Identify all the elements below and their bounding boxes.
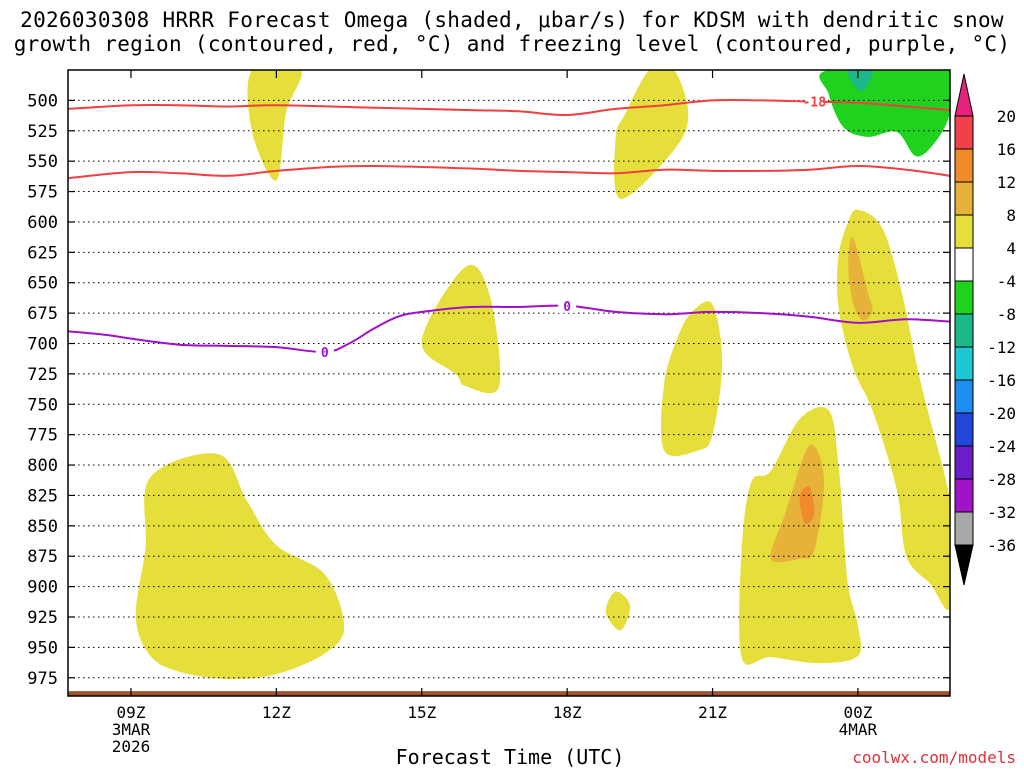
x-tick-label-line: 3MAR — [111, 720, 151, 739]
x-tick-label-line: 15Z — [407, 703, 437, 722]
colorbar-label: -32 — [987, 503, 1016, 522]
colorbar-bin — [954, 181, 974, 216]
y-tick-label: 525 — [27, 122, 58, 142]
colorbar-label: 20 — [997, 107, 1016, 126]
upward-motion-strong-2 — [848, 237, 873, 321]
upward-motion-4 — [605, 591, 631, 631]
x-tick-label-line: 18Z — [552, 703, 582, 722]
upward-motion-1 — [135, 453, 345, 680]
freezing-level-label: 0 — [563, 300, 571, 315]
colorbar-label: -20 — [987, 404, 1016, 423]
y-tick-label: 625 — [27, 243, 58, 263]
y-tick-label: 600 — [27, 213, 58, 233]
y-tick-label: 800 — [27, 456, 58, 476]
y-tick-label: 675 — [27, 304, 58, 324]
y-tick-label: 575 — [27, 183, 58, 203]
dgz-upper-label-bg — [805, 93, 824, 109]
colorbar-bin — [954, 511, 974, 546]
dgz-lower-contour — [68, 164, 950, 180]
freezing-level-label-bg — [558, 297, 577, 313]
colorbar-top-arrow — [954, 73, 974, 117]
y-tick-label: 950 — [27, 638, 58, 658]
colorbar-label: 4 — [1006, 239, 1016, 258]
colorbar-bin — [954, 148, 974, 183]
x-tick-label: 21Z — [678, 704, 748, 721]
y-tick-label: 750 — [27, 395, 58, 415]
x-tick-label-line: 00Z — [843, 703, 873, 722]
colorbar-bin — [954, 214, 974, 249]
colorbar-bin — [954, 280, 974, 315]
colorbar-label: -8 — [997, 305, 1016, 324]
colorbar-bin — [954, 445, 974, 480]
y-tick-label: 900 — [27, 578, 58, 598]
y-tick-label: 925 — [27, 608, 58, 628]
y-tick-label: 700 — [27, 334, 58, 354]
colorbar-bin — [954, 115, 974, 150]
x-tick-label-line: 4MAR — [838, 720, 878, 739]
y-tick-label: 975 — [27, 669, 58, 689]
x-tick-label: 18Z — [532, 704, 602, 721]
upward-motion-3 — [421, 264, 501, 394]
y-tick-label: 500 — [27, 91, 58, 111]
y-tick-label: 825 — [27, 486, 58, 506]
x-tick-label: 15Z — [387, 704, 457, 721]
x-tick-label-line: 2026 — [111, 737, 151, 756]
x-tick-label-line: 12Z — [261, 703, 291, 722]
y-tick-label: 725 — [27, 365, 58, 385]
credit-link[interactable]: coolwx.com/models — [852, 748, 1016, 767]
colorbar-label: -12 — [987, 338, 1016, 357]
x-axis-label: Forecast Time (UTC) — [395, 745, 625, 769]
colorbar-label: 12 — [997, 173, 1016, 192]
dgz-upper-label: -18 — [803, 96, 827, 111]
freezing-level-label-bg — [315, 344, 334, 360]
colorbar-bin — [954, 412, 974, 447]
terrain-band — [68, 691, 950, 696]
colorbar-label: -36 — [987, 536, 1016, 555]
colorbar-label: -28 — [987, 470, 1016, 489]
upward-motion-5 — [614, 70, 689, 199]
colorbar-label: 16 — [997, 140, 1016, 159]
downward-motion-1 — [819, 70, 950, 157]
freezing-level-label: 0 — [321, 346, 329, 361]
upward-motion-2 — [247, 70, 302, 181]
x-tick-label-line: 09Z — [116, 703, 146, 722]
chart-title-line-1: 2026030308 HRRR Forecast Omega (shaded, … — [20, 8, 1004, 32]
y-tick-label: 550 — [27, 152, 58, 172]
chart-title-line-2: growth region (contoured, red, °C) and f… — [13, 32, 1011, 56]
colorbar-label: -4 — [997, 272, 1016, 291]
upward-motion-strong-1 — [770, 444, 825, 563]
colorbar-bin — [954, 313, 974, 348]
freezing-level-contour — [68, 304, 950, 354]
y-tick-label: 875 — [27, 547, 58, 567]
colorbar-label: -16 — [987, 371, 1016, 390]
upward-motion-6 — [660, 301, 723, 457]
y-tick-label: 650 — [27, 274, 58, 294]
x-tick-label: 12Z — [241, 704, 311, 721]
colorbar-bin — [954, 346, 974, 381]
x-tick-label: 00Z 4MAR — [823, 704, 893, 738]
downward-motion-2 — [847, 70, 873, 92]
colorbar-bin — [954, 478, 974, 513]
y-tick-label: 775 — [27, 426, 58, 446]
x-tick-label: 09Z 3MAR 2026 — [96, 704, 166, 755]
colorbar-label: 8 — [1006, 206, 1016, 225]
colorbar-label: -24 — [987, 437, 1016, 456]
y-tick-label: 850 — [27, 517, 58, 537]
colorbar-bottom-arrow — [954, 544, 974, 586]
colorbar-bin — [954, 247, 974, 282]
plot-frame — [67, 69, 951, 697]
colorbar-bin — [954, 379, 974, 414]
x-tick-label-line: 21Z — [698, 703, 727, 722]
